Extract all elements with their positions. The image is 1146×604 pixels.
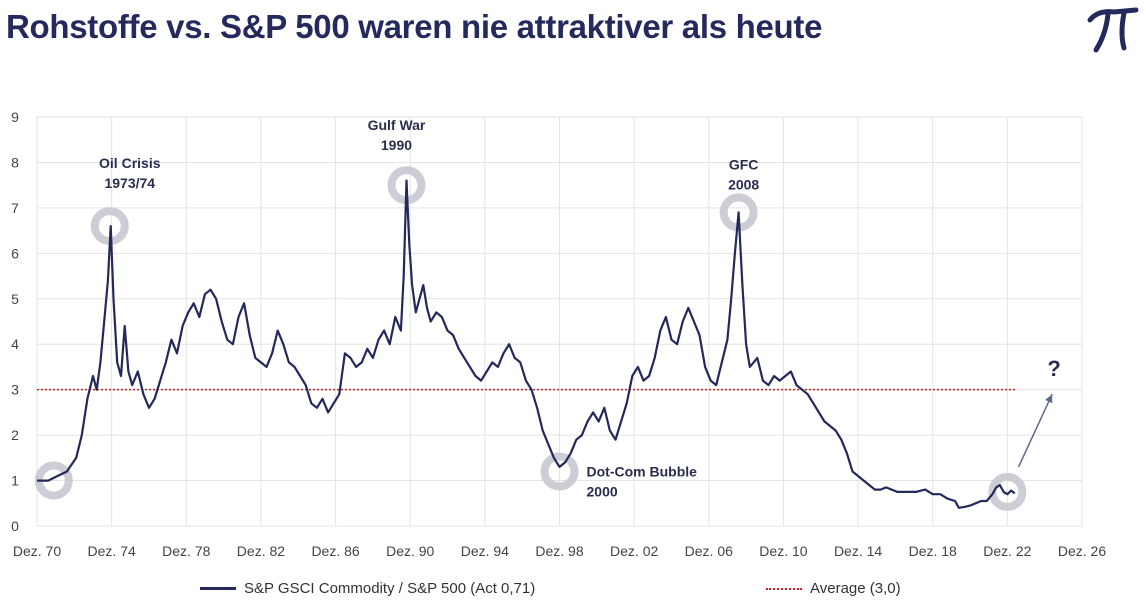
- legend-series-swatch: [200, 587, 236, 590]
- legend-average-swatch: [766, 587, 802, 590]
- page-title: Rohstoffe vs. S&P 500 waren nie attrakti…: [6, 8, 823, 45]
- y-tick-label: 5: [11, 291, 19, 307]
- x-tick-label: Dez. 78: [162, 543, 210, 559]
- forecast-question-mark: ?: [1047, 356, 1060, 381]
- legend-series: S&P GSCI Commodity / S&P 500 (Act 0,71): [200, 580, 535, 597]
- legend-series-label: S&P GSCI Commodity / S&P 500 (Act 0,71): [244, 580, 536, 597]
- y-tick-label: 2: [11, 427, 19, 443]
- y-tick-label: 3: [11, 382, 19, 398]
- y-tick-label: 8: [11, 154, 19, 170]
- x-tick-label: Dez. 98: [535, 543, 583, 559]
- y-tick-label: 6: [11, 245, 19, 261]
- x-tick-label: Dez. 90: [386, 543, 434, 559]
- x-tick-label: Dez. 14: [834, 543, 882, 559]
- annotation-label: 1990: [381, 137, 412, 153]
- x-tick-label: Dez. 82: [237, 543, 285, 559]
- y-tick-label: 9: [11, 109, 19, 125]
- annotation-label: Oil Crisis: [99, 155, 161, 171]
- pi-logo-icon: [1087, 7, 1139, 53]
- highlight-circle: [540, 452, 579, 491]
- x-tick-label: Dez. 02: [610, 543, 658, 559]
- y-tick-label: 4: [11, 336, 19, 352]
- x-tick-label: Dez. 06: [685, 543, 733, 559]
- annotation-label: GFC: [729, 156, 759, 172]
- series-line: [37, 179, 1016, 509]
- x-tick-label: Dez. 94: [461, 543, 509, 559]
- legend-average: Average (3,0): [766, 580, 901, 597]
- annotation-label: 2008: [728, 176, 759, 192]
- x-tick-label: Dez. 74: [88, 543, 136, 559]
- annotation-label: Dot-Com Bubble: [587, 463, 698, 479]
- y-tick-label: 7: [11, 200, 19, 216]
- forecast-arrow: [1017, 393, 1053, 468]
- x-tick-label: Dez. 22: [983, 543, 1031, 559]
- annotation-label: Gulf War: [368, 117, 426, 133]
- x-tick-label: Dez. 10: [759, 543, 807, 559]
- highlight-circle: [988, 472, 1027, 511]
- x-tick-label: Dez. 70: [13, 543, 61, 559]
- y-tick-label: 0: [11, 518, 19, 534]
- x-tick-label: Dez. 26: [1058, 543, 1106, 559]
- forecast-arrowhead: [1045, 394, 1053, 404]
- x-tick-label: Dez. 86: [311, 543, 359, 559]
- annotation-label: 2000: [587, 483, 618, 499]
- x-tick-label: Dez. 18: [909, 543, 957, 559]
- legend-average-label: Average (3,0): [810, 580, 901, 597]
- annotation-label: 1973/74: [104, 175, 155, 191]
- y-tick-label: 1: [11, 473, 19, 489]
